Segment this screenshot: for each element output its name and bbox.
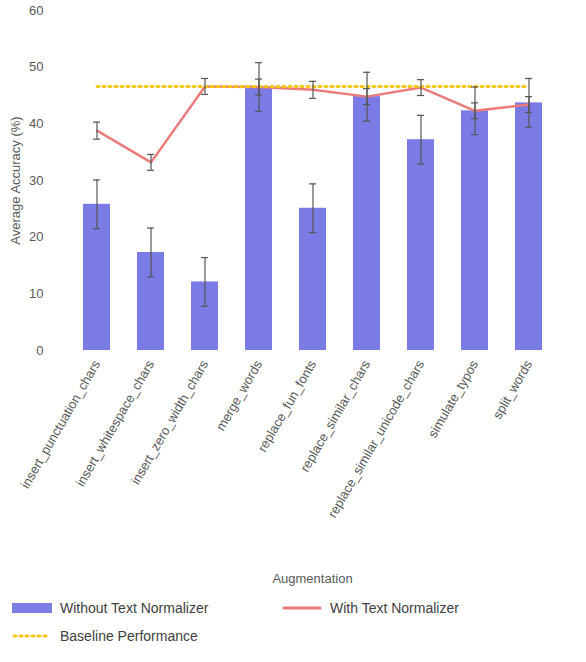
svg-text:replace_fun_fonts: replace_fun_fonts bbox=[255, 357, 320, 454]
html-text:With Text Normalizer: With Text Normalizer bbox=[330, 600, 459, 616]
svg-text:replace_similar_unicode_chars: replace_similar_unicode_chars bbox=[325, 357, 428, 520]
svg-text:split_words: split_words bbox=[490, 357, 536, 421]
svg-text:Augmentation: Augmentation bbox=[272, 571, 352, 586]
svg-text:insert_zero_width_chars: insert_zero_width_chars bbox=[128, 357, 212, 487]
svg-text:30: 30 bbox=[29, 173, 43, 188]
svg-text:replace_similar_chars: replace_similar_chars bbox=[297, 357, 374, 475]
svg-text:10: 10 bbox=[29, 286, 43, 301]
svg-text:insert_whitespace_chars: insert_whitespace_chars bbox=[72, 357, 158, 489]
svg-text:Average Accuracy (%): Average Accuracy (%) bbox=[8, 116, 23, 244]
svg-text:50: 50 bbox=[29, 59, 43, 74]
svg-text:0: 0 bbox=[36, 343, 43, 358]
svg-text:simulate_typos: simulate_typos bbox=[425, 357, 482, 440]
svg-text:40: 40 bbox=[29, 116, 43, 131]
svg-text:insert_punctuation_chars: insert_punctuation_chars bbox=[17, 357, 104, 491]
html-text:Without Text Normalizer: Without Text Normalizer bbox=[60, 600, 209, 616]
html-text:Baseline Performance: Baseline Performance bbox=[60, 628, 198, 644]
svg-text:20: 20 bbox=[29, 229, 43, 244]
svg-text:60: 60 bbox=[29, 3, 43, 18]
svg-text:merge_words: merge_words bbox=[213, 357, 266, 433]
